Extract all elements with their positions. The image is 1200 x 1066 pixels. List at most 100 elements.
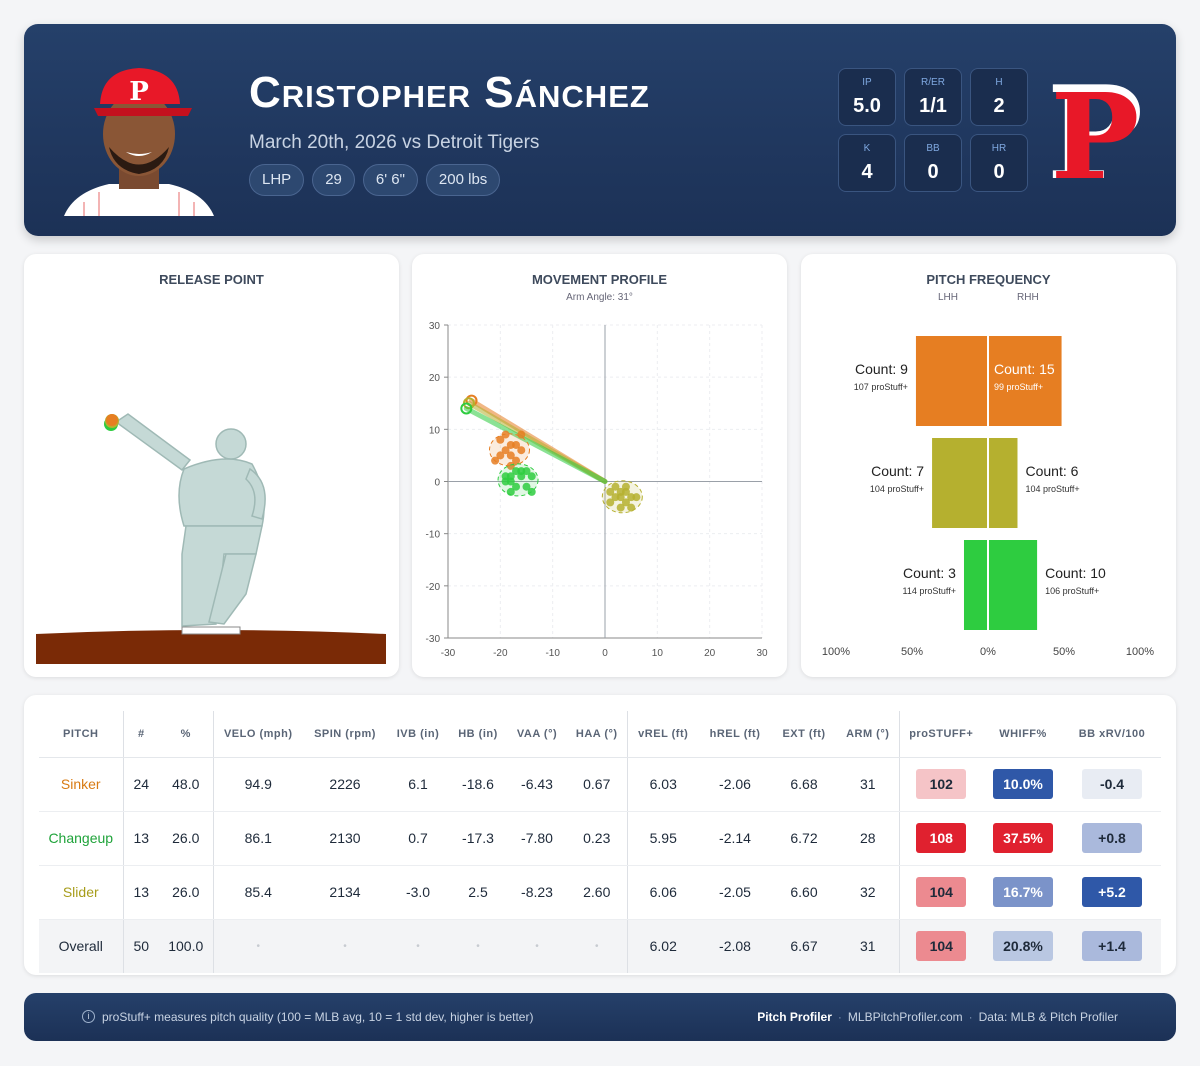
movement-point-sinker xyxy=(506,461,515,470)
metric-cell: 94.9 xyxy=(213,757,303,812)
chip-weight: 200 lbs xyxy=(425,164,501,196)
metric-cell: • xyxy=(387,919,449,973)
metric-cell: 2130 xyxy=(303,811,387,866)
rhh-prostuff-label: 99 proStuff+ xyxy=(994,382,1043,392)
metric-cell: -2.05 xyxy=(699,865,771,920)
col-whiff: WHIFF% xyxy=(983,711,1063,758)
movement-point-sinker xyxy=(501,430,510,439)
whiff-badge-cell: 16.7% xyxy=(983,865,1063,920)
metric-cell: -2.06 xyxy=(699,757,771,812)
pitch-table-card: PITCH # % VELO (mph) SPIN (rpm) IVB (in)… xyxy=(24,695,1176,975)
col-vrel: vREL (ft) xyxy=(627,711,699,758)
metric-cell: 32 xyxy=(837,865,900,920)
movement-point-sinker xyxy=(506,440,515,449)
rhh-prostuff-label: 104 proStuff+ xyxy=(1025,484,1079,494)
y-tick-label: -20 xyxy=(426,582,441,593)
metric-cell: • xyxy=(303,919,387,973)
freq-tick-label: 100% xyxy=(822,646,850,658)
movement-point-changeup xyxy=(506,487,515,496)
rhh-count-label: Count: 10 xyxy=(1045,565,1106,581)
game-subtitle: March 20th, 2026 vs Detroit Tigers xyxy=(249,132,540,153)
col-prostuff: proSTUFF+ xyxy=(899,711,983,758)
whiff-badge-cell: 20.8% xyxy=(983,919,1063,973)
prostuff-badge-cell: 108 xyxy=(899,811,983,866)
movement-point-changeup xyxy=(506,477,515,486)
metric-cell: -3.0 xyxy=(387,865,449,920)
metric-cell: -8.23 xyxy=(507,865,567,920)
release-point-figure xyxy=(36,413,386,664)
rhh-label: RHH xyxy=(1017,292,1039,303)
freq-bar-rhh-sinker xyxy=(988,336,1062,426)
movement-point-sinker xyxy=(517,430,526,439)
movement-point-slider xyxy=(611,482,620,491)
prostuff-badge: 102 xyxy=(916,769,967,799)
team-logo-letter: P xyxy=(1051,70,1140,194)
col-pct: % xyxy=(159,711,214,758)
metric-cell: 100.0 xyxy=(159,919,214,973)
pitch-name-cell: Slider xyxy=(39,865,124,920)
xrv-badge: +0.8 xyxy=(1082,823,1142,853)
rhh-count-label: Count: 6 xyxy=(1025,463,1078,479)
metric-cell: 2226 xyxy=(303,757,387,812)
stat-k: K 4 xyxy=(838,134,896,192)
pitch-frequency-title: PITCH FREQUENCY xyxy=(926,272,1051,287)
stat-label: K xyxy=(863,143,871,154)
y-tick-label: 20 xyxy=(429,373,441,384)
movement-point-slider xyxy=(627,503,636,512)
metric-cell: 48.0 xyxy=(159,757,214,812)
x-tick-label: 0 xyxy=(602,648,608,659)
table-row: Overall 50 100.0 • • • • • • 6.02 -2.08 6.67 31 104 20… xyxy=(39,919,1161,973)
metric-cell: 6.67 xyxy=(771,919,837,973)
stat-label: IP xyxy=(862,77,872,88)
pitch-name-cell: Changeup xyxy=(39,811,124,866)
lhh-count-label: Count: 3 xyxy=(903,565,956,581)
lhh-count-label: Count: 9 xyxy=(855,361,908,377)
pitch-frequency-card: PITCH FREQUENCY LHH RHH 100% 50% 0% 50% 100%… xyxy=(801,254,1176,677)
metric-cell: 6.68 xyxy=(771,757,837,812)
x-tick-label: 30 xyxy=(756,648,768,659)
movement-point-sinker xyxy=(517,446,526,455)
metric-cell: 26.0 xyxy=(159,865,214,920)
chip-throws: LHP xyxy=(249,164,305,196)
rhh-count-label: Count: 15 xyxy=(994,361,1055,377)
stat-label: H xyxy=(995,77,1003,88)
release-point-title: RELEASE POINT xyxy=(159,272,264,287)
col-pitch: PITCH xyxy=(39,711,124,758)
metric-cell: 31 xyxy=(837,919,900,973)
player-name: Cristopher Sánchez xyxy=(249,68,650,117)
prostuff-badge: 104 xyxy=(916,877,967,907)
col-count: # xyxy=(123,711,159,758)
footer-credits: Pitch Profiler · MLBPitchProfiler.com · Data… xyxy=(757,1010,1118,1024)
table-header-row: PITCH # % VELO (mph) SPIN (rpm) IVB (in)… xyxy=(39,711,1161,758)
movement-point-slider xyxy=(616,503,625,512)
lhh-prostuff-label: 114 proStuff+ xyxy=(903,586,956,596)
x-tick-label: 10 xyxy=(652,648,664,659)
metric-cell: -7.80 xyxy=(507,811,567,866)
whiff-badge-cell: 10.0% xyxy=(983,757,1063,812)
freq-tick-label: 100% xyxy=(1126,646,1154,658)
pitching-rubber xyxy=(181,626,241,635)
arm-angle-marker-changeup xyxy=(460,402,473,415)
movement-profile-title: MOVEMENT PROFILE xyxy=(531,272,668,287)
movement-point-changeup xyxy=(512,482,521,491)
metric-cell: 0.7 xyxy=(387,811,449,866)
metric-cell: 86.1 xyxy=(213,811,303,866)
metric-cell: 6.03 xyxy=(627,757,699,812)
col-ivb: IVB (in) xyxy=(387,711,449,758)
col-velo: VELO (mph) xyxy=(213,711,303,758)
pitcher-silhouette xyxy=(114,413,266,627)
footer-source: Data: MLB & Pitch Profiler xyxy=(978,1010,1118,1024)
stat-label: R/ER xyxy=(921,77,945,88)
stat-value: 0 xyxy=(927,161,939,183)
metric-cell: 0.67 xyxy=(567,757,628,812)
footer-site[interactable]: MLBPitchProfiler.com xyxy=(847,1010,963,1024)
table-row: Sinker 24 48.0 94.9 2226 6.1 -18.6 -6.43 0.67 6.0… xyxy=(39,757,1161,812)
metric-cell: 13 xyxy=(123,811,159,866)
stat-value: 4 xyxy=(861,161,873,183)
metric-cell: 26.0 xyxy=(159,811,214,866)
footer-brand: Pitch Profiler xyxy=(757,1010,832,1024)
y-tick-label: 30 xyxy=(429,321,441,332)
freq-tick-label: 50% xyxy=(901,646,923,658)
whiff-badge-cell: 37.5% xyxy=(983,811,1063,866)
metric-cell: 2134 xyxy=(303,865,387,920)
